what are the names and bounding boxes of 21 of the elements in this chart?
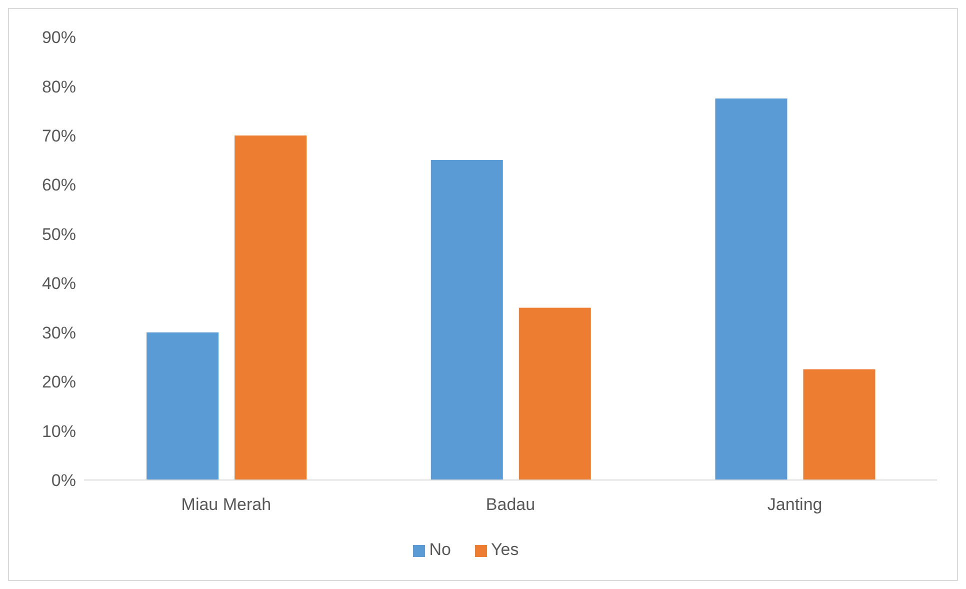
bar — [430, 160, 503, 480]
y-tick-label: 10% — [42, 422, 76, 441]
bar — [234, 135, 307, 480]
y-tick-label: 30% — [42, 323, 76, 342]
y-tick-label: 70% — [42, 126, 76, 146]
y-tick-label: 60% — [42, 176, 76, 195]
y-tick-label: 20% — [42, 372, 76, 392]
bar — [803, 369, 876, 480]
x-tick-label: Janting — [767, 495, 822, 514]
legend-label: No — [429, 540, 451, 559]
y-tick-label: 40% — [42, 274, 76, 294]
legend-label: Yes — [491, 540, 519, 559]
x-tick-label: Badau — [486, 495, 536, 514]
bar — [518, 308, 591, 480]
y-tick-label: 0% — [51, 471, 76, 490]
x-tick-label: Miau Merah — [181, 495, 272, 514]
y-tick-label: 90% — [42, 28, 76, 48]
y-tick-label: 50% — [42, 224, 76, 244]
y-tick-label: 80% — [42, 77, 76, 96]
bar — [146, 332, 219, 480]
bar — [715, 98, 788, 480]
